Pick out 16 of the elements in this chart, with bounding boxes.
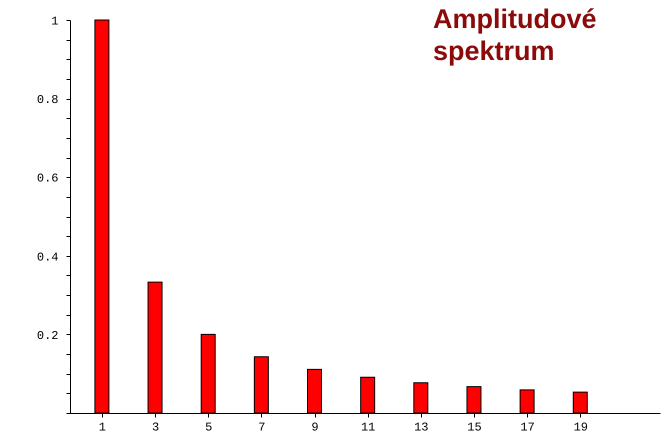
x-tick-label: 1 [98,420,106,434]
x-tick-label: 3 [152,420,160,434]
x-tick-label: 5 [205,420,212,434]
x-tick-label: 17 [520,420,535,434]
x-tick-label: 7 [258,420,266,434]
y-tick-label: 0.4 [36,250,58,264]
x-tick-label: 15 [467,420,482,434]
x-tick-label: 11 [360,420,376,434]
x-tick-label: 19 [574,420,588,434]
chart-title: Amplitudové spektrum [433,4,597,66]
x-tick-label: 13 [414,420,429,434]
y-tick-label: 1 [51,14,58,28]
y-tick-label: 0.2 [36,328,58,343]
y-tick-label: 0.8 [36,93,58,108]
y-tick-label: 0.6 [36,172,58,186]
x-tick-label: 9 [311,420,319,434]
